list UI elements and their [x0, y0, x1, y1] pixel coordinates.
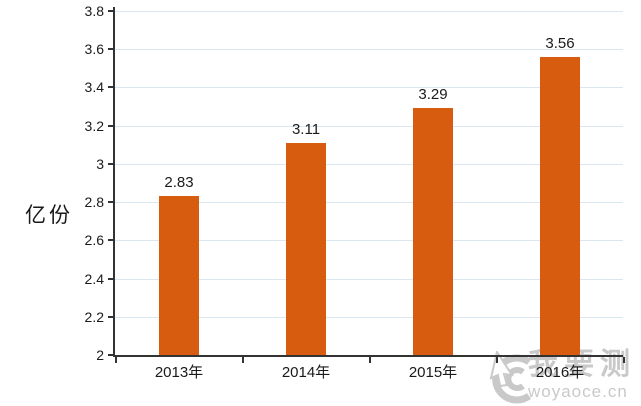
y-tick-mark	[108, 278, 113, 280]
gridline	[115, 11, 623, 12]
y-tick-label: 2.8	[84, 194, 104, 210]
bar	[159, 196, 199, 355]
y-axis-line	[113, 7, 115, 355]
x-tick-label: 2014年	[281, 364, 331, 381]
y-tick-mark	[108, 239, 113, 241]
x-tick-mark	[115, 357, 117, 363]
bar	[286, 143, 326, 355]
y-tick-label: 2	[96, 347, 104, 363]
bar-value-label: 3.56	[545, 35, 575, 52]
y-tick-label: 2.6	[84, 232, 104, 248]
y-tick-label: 3.2	[84, 118, 104, 134]
bar	[540, 57, 580, 355]
gridline	[115, 164, 623, 165]
y-tick-label: 3.4	[84, 79, 104, 95]
bar-value-label: 3.29	[418, 86, 448, 103]
y-tick-label: 3.8	[84, 3, 104, 19]
gridline	[115, 317, 623, 318]
gridline	[115, 49, 623, 50]
y-tick-mark	[108, 86, 113, 88]
y-tick-label: 2.2	[84, 309, 104, 325]
gridline	[115, 202, 623, 203]
y-tick-mark	[108, 48, 113, 50]
gridline	[115, 240, 623, 241]
y-tick-mark	[108, 201, 113, 203]
bar-value-label: 3.11	[291, 121, 321, 138]
x-tick-mark	[369, 357, 371, 363]
y-tick-mark	[108, 125, 113, 127]
x-tick-mark	[496, 357, 498, 363]
gridline	[115, 126, 623, 127]
y-tick-label: 3	[96, 156, 104, 172]
x-tick-label: 2016年	[535, 364, 585, 381]
y-tick-label: 2.4	[84, 271, 104, 287]
y-tick-mark	[108, 316, 113, 318]
gridline	[115, 279, 623, 280]
y-axis-title: 亿份	[25, 204, 73, 227]
y-tick-mark	[108, 10, 113, 12]
x-tick-label: 2013年	[154, 364, 204, 381]
x-axis-line	[113, 355, 623, 357]
x-tick-mark	[623, 357, 625, 363]
x-tick-label: 2015年	[408, 364, 458, 381]
y-tick-mark	[108, 354, 113, 356]
y-tick-mark	[108, 163, 113, 165]
bar	[413, 108, 453, 355]
x-tick-mark	[242, 357, 244, 363]
bar-value-label: 2.83	[164, 174, 194, 191]
y-tick-label: 3.6	[84, 41, 104, 57]
gridline	[115, 87, 623, 88]
watermark-domain: woyaoce.cn	[528, 382, 628, 401]
